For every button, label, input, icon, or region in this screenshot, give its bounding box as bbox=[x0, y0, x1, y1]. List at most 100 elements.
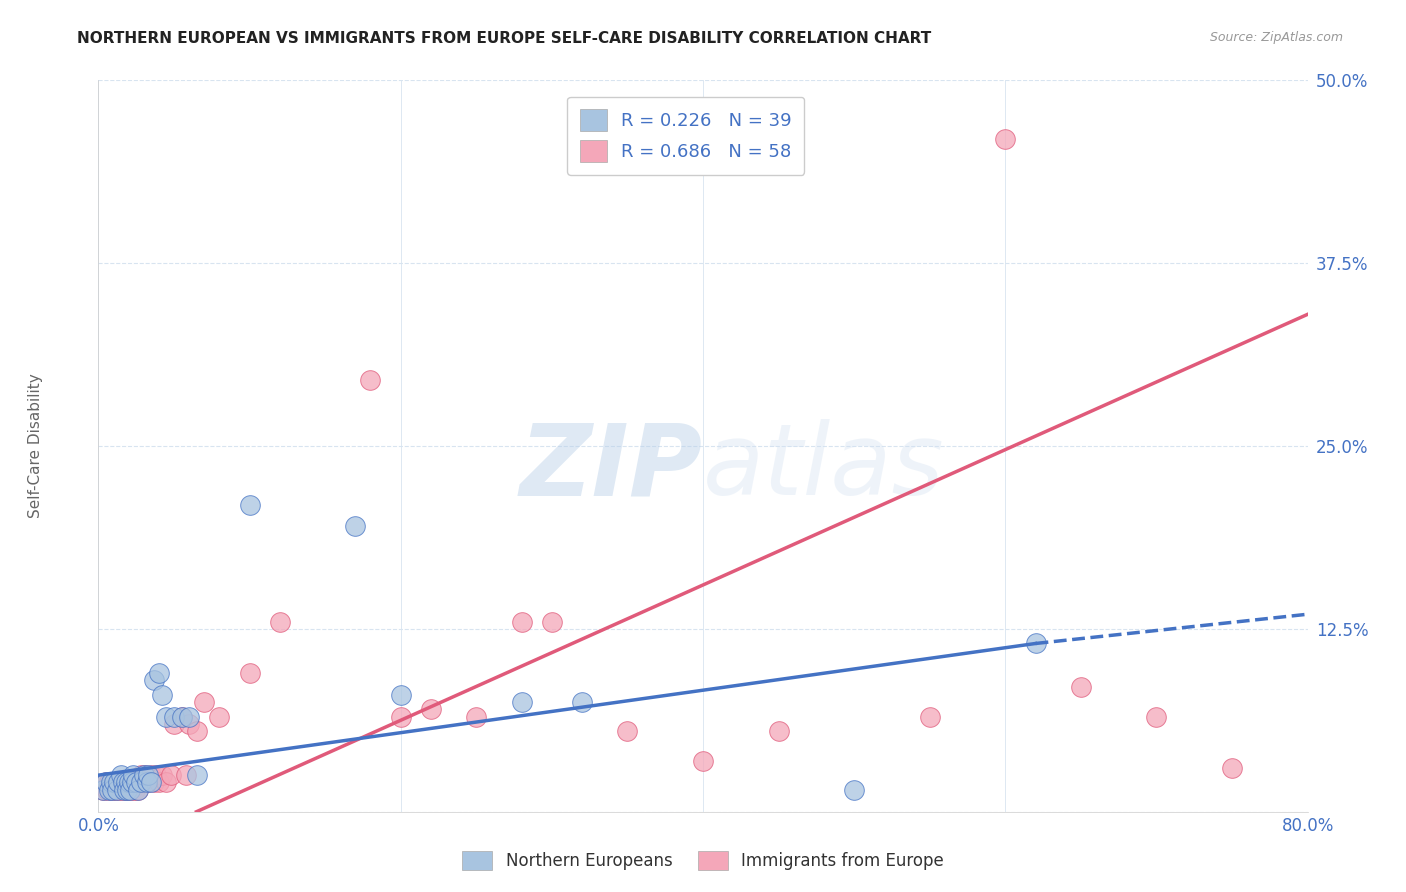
Point bbox=[465, 709, 488, 723]
Point bbox=[1024, 636, 1046, 650]
Point bbox=[100, 782, 122, 797]
Point bbox=[193, 695, 215, 709]
Point bbox=[115, 782, 138, 797]
Point bbox=[104, 775, 127, 789]
Point bbox=[128, 775, 150, 789]
Point bbox=[96, 782, 118, 797]
Point bbox=[510, 695, 533, 709]
Point bbox=[1220, 761, 1243, 775]
Point bbox=[111, 782, 134, 797]
Point bbox=[344, 519, 367, 533]
Point bbox=[148, 665, 170, 680]
Point bbox=[94, 775, 117, 789]
Point bbox=[132, 768, 155, 782]
Point bbox=[125, 775, 148, 789]
Point bbox=[692, 754, 714, 768]
Point bbox=[129, 768, 152, 782]
Point bbox=[94, 775, 117, 789]
Point bbox=[540, 615, 562, 629]
Point bbox=[122, 775, 145, 789]
Point bbox=[134, 768, 156, 782]
Point bbox=[110, 775, 132, 789]
Point bbox=[163, 717, 186, 731]
Point bbox=[135, 775, 157, 789]
Point bbox=[101, 775, 124, 789]
Point bbox=[1070, 681, 1092, 695]
Point bbox=[150, 768, 173, 782]
Point bbox=[115, 775, 138, 789]
Text: ZIP: ZIP bbox=[520, 419, 703, 516]
Point bbox=[101, 782, 124, 797]
Point bbox=[127, 782, 149, 797]
Point bbox=[127, 782, 149, 797]
Point bbox=[148, 775, 170, 789]
Legend: R = 0.226   N = 39, R = 0.686   N = 58: R = 0.226 N = 39, R = 0.686 N = 58 bbox=[567, 96, 804, 175]
Point bbox=[239, 498, 262, 512]
Point bbox=[186, 724, 208, 739]
Legend: Northern Europeans, Immigrants from Europe: Northern Europeans, Immigrants from Euro… bbox=[456, 844, 950, 877]
Point bbox=[616, 724, 638, 739]
Point bbox=[103, 775, 125, 789]
Point bbox=[389, 688, 412, 702]
Point bbox=[208, 709, 231, 723]
Point bbox=[118, 782, 141, 797]
Point bbox=[111, 775, 134, 789]
Point bbox=[143, 673, 166, 687]
Point bbox=[170, 709, 193, 723]
Point bbox=[105, 782, 128, 797]
Point bbox=[110, 768, 132, 782]
Point bbox=[510, 615, 533, 629]
Point bbox=[239, 665, 262, 680]
Text: Source: ZipAtlas.com: Source: ZipAtlas.com bbox=[1209, 31, 1343, 45]
Point bbox=[129, 775, 152, 789]
Point bbox=[103, 782, 125, 797]
Point bbox=[91, 782, 114, 797]
Point bbox=[141, 775, 163, 789]
Point bbox=[125, 775, 148, 789]
Point bbox=[136, 775, 159, 789]
Point bbox=[420, 702, 443, 716]
Point bbox=[107, 775, 129, 789]
Point bbox=[122, 768, 145, 782]
Point bbox=[269, 615, 291, 629]
Point bbox=[1144, 709, 1167, 723]
Point bbox=[118, 775, 141, 789]
Point bbox=[121, 775, 143, 789]
Point bbox=[98, 782, 121, 797]
Point bbox=[120, 782, 142, 797]
Point bbox=[105, 782, 128, 797]
Point bbox=[121, 782, 143, 797]
Point bbox=[389, 709, 412, 723]
Point bbox=[124, 782, 146, 797]
Point bbox=[136, 768, 159, 782]
Point bbox=[844, 782, 866, 797]
Point bbox=[98, 775, 121, 789]
Point bbox=[918, 709, 941, 723]
Point bbox=[141, 768, 163, 782]
Point bbox=[143, 775, 166, 789]
Point bbox=[100, 775, 122, 789]
Point bbox=[571, 695, 593, 709]
Point bbox=[145, 768, 167, 782]
Point bbox=[114, 782, 136, 797]
Point bbox=[108, 782, 131, 797]
Point bbox=[186, 768, 208, 782]
Point bbox=[170, 709, 193, 723]
Point bbox=[91, 782, 114, 797]
Point bbox=[360, 373, 382, 387]
Point bbox=[120, 775, 142, 789]
Text: NORTHERN EUROPEAN VS IMMIGRANTS FROM EUROPE SELF-CARE DISABILITY CORRELATION CHA: NORTHERN EUROPEAN VS IMMIGRANTS FROM EUR… bbox=[77, 31, 932, 46]
Point bbox=[768, 724, 790, 739]
Point bbox=[994, 132, 1017, 146]
Point bbox=[179, 717, 201, 731]
Point bbox=[160, 768, 183, 782]
Point bbox=[150, 688, 173, 702]
Point bbox=[155, 775, 177, 789]
Point bbox=[155, 709, 177, 723]
Point bbox=[114, 775, 136, 789]
Point bbox=[112, 775, 135, 789]
Point bbox=[174, 768, 197, 782]
Point bbox=[163, 709, 186, 723]
Point bbox=[179, 709, 201, 723]
Point bbox=[112, 782, 135, 797]
